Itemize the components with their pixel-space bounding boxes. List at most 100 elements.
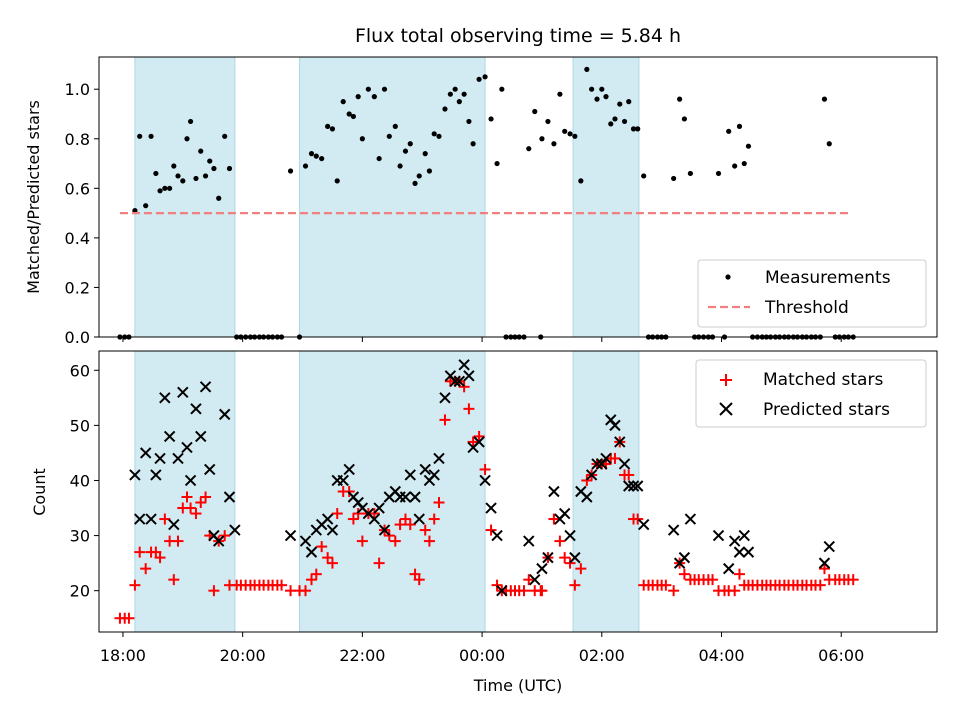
predicted-point (569, 551, 581, 564)
x-tick-label: 20:00 (220, 646, 266, 665)
predicted-point (343, 463, 355, 476)
matched-point (276, 579, 288, 591)
x-tick-label: 06:00 (818, 646, 864, 665)
measurement-point (545, 118, 551, 125)
matched-point (818, 563, 830, 575)
matched-point (316, 541, 328, 553)
predicted-point (728, 535, 741, 547)
measurement-point (175, 173, 181, 179)
predicted-point (181, 441, 193, 454)
predicted-point (133, 513, 146, 525)
matched-point (632, 513, 644, 525)
count-x-axis: 18:00 20:00 22:00 00:00 02:00 04:00 06:00 (100, 632, 864, 665)
legend-matched-marker (720, 374, 732, 386)
matched-point (473, 430, 485, 442)
measurement-point (431, 131, 437, 137)
matched-point (389, 535, 401, 547)
matched-point (322, 552, 334, 564)
predicted-point (496, 584, 508, 597)
count-panel: 20 30 40 50 60 18:00 20:00 22:00 00:00 02:00 04:0… (30, 350, 938, 695)
matched-point (491, 579, 503, 591)
predicted-point (145, 513, 157, 525)
count-y-axis-label: Count (30, 468, 49, 516)
ratio-legend: Measurements Threshold (697, 259, 927, 328)
matched-point (310, 568, 322, 580)
measurement-point (171, 163, 177, 169)
count-axes-frame (98, 350, 938, 633)
measurement-point (407, 141, 413, 147)
predicted-point (618, 458, 631, 470)
measurement-point (350, 113, 356, 120)
matched-point (548, 513, 560, 525)
measurement-point (452, 86, 458, 92)
shaded-window-3 (572, 350, 640, 633)
predicted-point (623, 480, 635, 492)
predicted-point (223, 491, 236, 503)
predicted-point (542, 551, 554, 564)
predicted-point (321, 513, 334, 525)
matched-point (140, 563, 152, 575)
predicted-point (195, 430, 207, 443)
matched-point (208, 585, 220, 597)
measurement-point (346, 111, 352, 117)
measurement-point (584, 66, 590, 72)
predicted-point (413, 513, 425, 525)
measurement-point (132, 208, 138, 214)
shaded-window-1 (134, 350, 236, 633)
measurement-point (334, 178, 340, 184)
matched-point (554, 535, 566, 547)
matched-point (467, 436, 479, 448)
measurement-point (216, 195, 222, 201)
x-tick-label: 04:00 (698, 646, 744, 665)
measurement-point (308, 151, 315, 157)
measurement-point (226, 165, 233, 172)
predicted-point (529, 573, 541, 586)
predicted-point (600, 452, 612, 465)
measurement-point (386, 133, 392, 139)
measurement-point (412, 180, 418, 186)
matched-point (190, 508, 202, 520)
y-tick-label: 1.0 (65, 80, 90, 99)
measurement-point (557, 91, 563, 97)
x-tick-label: 18:00 (100, 646, 146, 665)
measurement-point (488, 116, 494, 122)
measurement-point (612, 116, 618, 122)
predicted-point (177, 386, 189, 399)
matched-point (123, 612, 135, 624)
matched-point (729, 585, 741, 597)
matched-point (419, 524, 431, 536)
y-tick-label: 30 (70, 527, 90, 546)
y-tick-label: 60 (70, 361, 90, 380)
predicted-point (823, 540, 835, 553)
measurement-point (617, 101, 623, 107)
matched-point (219, 530, 231, 542)
predicted-point (184, 474, 197, 487)
matched-point (185, 502, 197, 514)
predicted-point (204, 463, 216, 476)
matched-point (847, 574, 859, 586)
predicted-point (218, 408, 231, 421)
measurement-point (630, 126, 637, 132)
matched-point (150, 546, 162, 558)
measurement-point (466, 118, 472, 125)
measurement-point (470, 141, 476, 147)
measurement-point (137, 133, 143, 139)
measurement-point (681, 116, 688, 122)
y-tick-label: 50 (70, 416, 90, 435)
measurement-point (671, 175, 677, 182)
matched-point (168, 574, 180, 586)
predicted-point (585, 469, 598, 481)
predicted-point (523, 535, 535, 547)
matched-point (331, 508, 343, 520)
measurement-point (532, 108, 538, 115)
predicted-point (213, 535, 225, 547)
ratio-y-axis-label: Matched/Predicted stars (24, 100, 43, 294)
matched-point (559, 552, 571, 564)
measurement-point (826, 141, 832, 147)
matched-point (404, 519, 416, 531)
measurement-point (551, 141, 557, 147)
shaded-window-2 (299, 350, 486, 633)
measurement-point (376, 155, 382, 162)
measurement-point (359, 136, 365, 142)
matched-point (479, 463, 491, 475)
